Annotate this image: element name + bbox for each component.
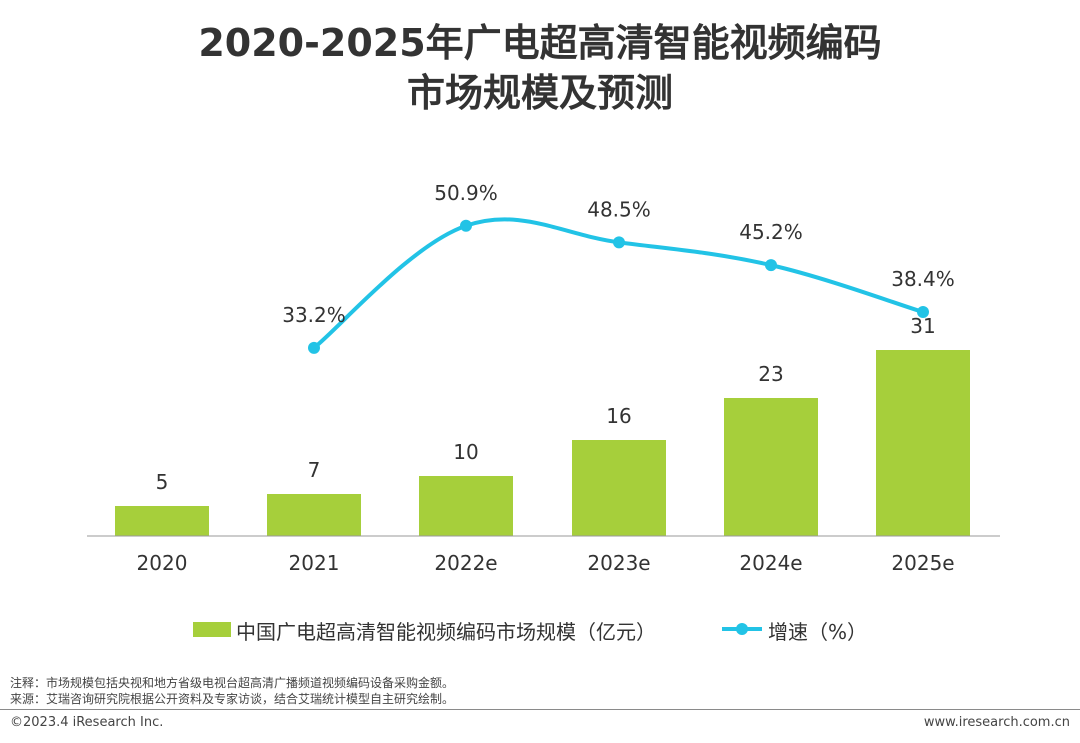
note-text: 注释：市场规模包括央视和地方省级电视台超高清广播频道视频编码设备采购金额。 bbox=[10, 676, 455, 690]
chart-title-line-1: 2020-2025年广电超高清智能视频编码 bbox=[198, 21, 882, 65]
bar-2022e bbox=[419, 476, 513, 536]
x-tick-label: 2020 bbox=[137, 551, 188, 575]
bar-2025e bbox=[876, 350, 970, 536]
legend-bar-label: 中国广电超高清智能视频编码市场规模（亿元） bbox=[236, 620, 656, 644]
legend-line-swatch bbox=[722, 623, 762, 635]
source-text: 来源：艾瑞咨询研究院根据公开资料及专家访谈，结合艾瑞统计模型自主研究绘制。 bbox=[10, 692, 455, 706]
chart-canvas: 2020 2021 2022e 2023e 2024e 2025e 5 710162331 … bbox=[87, 181, 1000, 575]
growth-value-label: 50.9% bbox=[434, 181, 498, 205]
legend: 中国广电超高清智能视频编码市场规模（亿元） 增速（%） bbox=[0, 614, 1080, 644]
growth-point bbox=[308, 341, 320, 354]
growth-value-label: 45.2% bbox=[739, 220, 803, 244]
bar-value-label: 16 bbox=[606, 404, 631, 428]
bar-value-label: 7 bbox=[308, 458, 321, 482]
growth-value-label: 48.5% bbox=[587, 197, 651, 221]
bar-2020 bbox=[115, 506, 209, 536]
growth-point bbox=[917, 306, 929, 319]
x-tick-label: 2021 bbox=[289, 551, 340, 575]
bar-value-label: 5 bbox=[156, 470, 169, 494]
growth-point bbox=[460, 219, 472, 232]
bar-value-label: 23 bbox=[758, 362, 783, 386]
x-tick-label: 2025e bbox=[891, 551, 954, 575]
legend-bar-swatch bbox=[193, 622, 231, 637]
x-tick-label: 2024e bbox=[739, 551, 802, 575]
growth-point bbox=[765, 259, 777, 272]
bar-2021 bbox=[267, 494, 361, 536]
growth-value-label: 33.2% bbox=[282, 303, 346, 327]
bars-layer bbox=[115, 350, 970, 536]
footer-divider bbox=[0, 709, 1080, 710]
x-tick-label: 2023e bbox=[587, 551, 650, 575]
growth-value-label: 38.4% bbox=[891, 267, 955, 291]
x-tick-labels: 2020 2021 2022e 2023e 2024e 2025e bbox=[137, 551, 955, 575]
copyright-text: ©2023.4 iResearch Inc. bbox=[10, 715, 164, 730]
chart-title-line-2: 市场规模及预测 bbox=[406, 71, 673, 115]
legend-line-label: 增速（%） bbox=[768, 620, 868, 644]
bar-value-label: 10 bbox=[453, 440, 478, 464]
website-url: www.iresearch.com.cn bbox=[923, 715, 1070, 730]
bar-2024e bbox=[724, 398, 818, 536]
bar-2023e bbox=[572, 440, 666, 536]
growth-value-labels: 33.2% 50.9% 48.5% 45.2% 38.4% bbox=[282, 181, 955, 327]
growth-point bbox=[613, 236, 625, 249]
growth-line-layer bbox=[308, 217, 929, 354]
x-tick-label: 2022e bbox=[434, 551, 497, 575]
